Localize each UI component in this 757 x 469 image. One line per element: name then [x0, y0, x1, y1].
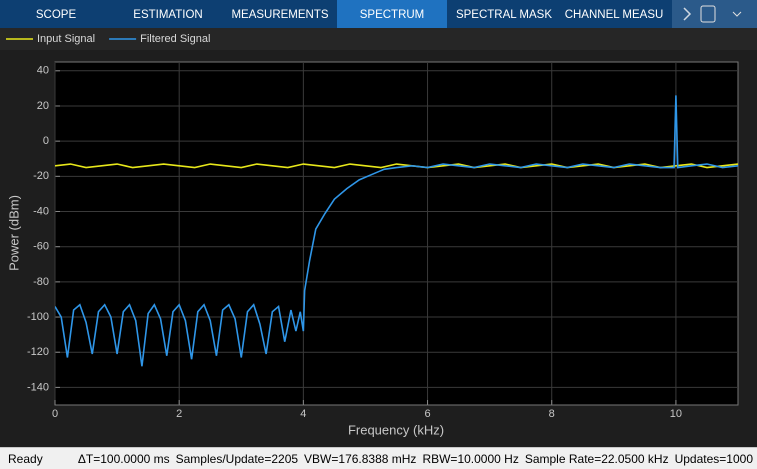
series-line — [55, 95, 738, 367]
y-tick-label: -80 — [33, 276, 49, 288]
y-tick-label: -20 — [33, 170, 49, 182]
y-tick-label: 40 — [37, 65, 49, 77]
y-tick-label: -40 — [33, 205, 49, 217]
y-axis-label: Power (dBm) — [6, 195, 21, 271]
x-tick-label: 10 — [670, 408, 682, 420]
status-item: RBW=10.0000 Hz — [422, 451, 519, 466]
tab[interactable]: ESTIMATION — [133, 9, 202, 21]
scope-window: Frequency (kHz) Power (dBm) SCOPE ESTIMAT… — [0, 0, 757, 438]
status-bar: Ready ΔT=100.0000 ms Samples/Update=2205 V… — [0, 447, 757, 469]
legend-label: Filtered Signal — [140, 33, 210, 45]
dropdown-icon[interactable] — [732, 11, 742, 17]
status-item: VBW=176.8388 mHz — [304, 451, 417, 466]
legend-bar — [0, 28, 757, 50]
tab[interactable]: CHANNEL MEASU — [565, 9, 664, 21]
x-tick-label: 6 — [424, 408, 430, 420]
legend-label: Input Signal — [37, 33, 95, 45]
tab[interactable]: SPECTRUM — [360, 9, 425, 21]
tab[interactable]: SPECTRAL MASK — [456, 9, 552, 21]
x-tick-label: 4 — [300, 408, 306, 420]
x-tick-label: 0 — [52, 408, 58, 420]
series-line — [55, 163, 738, 169]
y-tick-label: 0 — [43, 135, 49, 147]
y-tick-label: -120 — [27, 346, 49, 358]
y-tick-label: -60 — [33, 241, 49, 253]
collapse-icon[interactable] — [683, 7, 692, 21]
tab[interactable]: SCOPE — [36, 9, 77, 21]
status-item: Samples/Update=2205 — [175, 451, 299, 466]
tab[interactable]: MEASUREMENTS — [231, 9, 328, 21]
status-item: Sample Rate=22.0500 kHz — [524, 451, 669, 466]
status-items: ΔT=100.0000 ms Samples/Update=2205 VBW=176… — [78, 452, 757, 466]
y-tick-label: -140 — [27, 381, 49, 393]
x-axis-label: Frequency (kHz) — [348, 422, 444, 437]
status-state: Ready — [8, 451, 43, 466]
plot-area — [54, 61, 739, 406]
cursor-icon[interactable] — [700, 5, 716, 23]
y-tick-label: -100 — [27, 311, 49, 323]
x-tick-label: 2 — [176, 408, 182, 420]
x-tick-label: 8 — [549, 408, 555, 420]
status-item: ΔT=100.0000 ms — [77, 451, 170, 466]
active-tab — [337, 0, 447, 28]
y-tick-label: 20 — [37, 100, 49, 112]
status-item: Updates=1000 — [674, 451, 753, 466]
